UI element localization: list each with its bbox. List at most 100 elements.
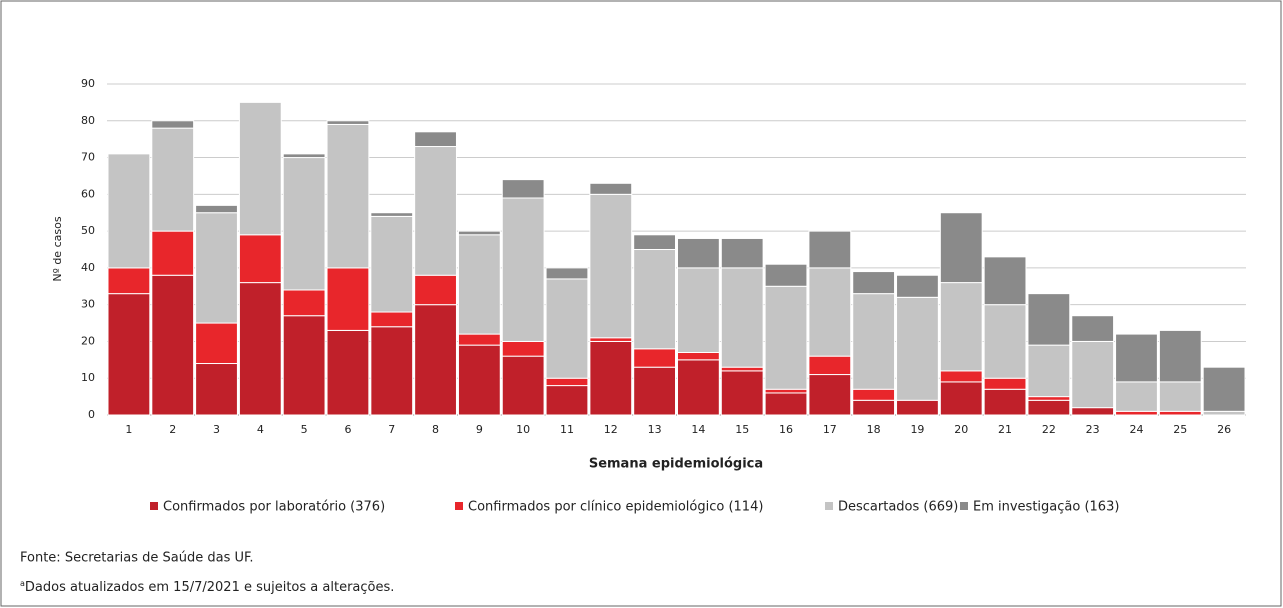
- bar-segment: [370, 311, 414, 328]
- bar-segment: [677, 237, 720, 269]
- bar-segment: [589, 182, 633, 195]
- x-tick-label: 2: [169, 423, 176, 436]
- bar-segment: [633, 234, 677, 251]
- bar-segment: [677, 359, 720, 416]
- bar-segment: [282, 315, 326, 416]
- bar-segment: [501, 179, 545, 199]
- bar-segment: [983, 256, 1027, 306]
- bar-segment: [545, 267, 589, 280]
- bar-segment: [1202, 410, 1246, 416]
- bar-segment: [983, 388, 1027, 416]
- bar-segment: [326, 123, 370, 269]
- bar-segment: [238, 101, 282, 236]
- bar-segment: [764, 263, 808, 287]
- bar-segment: [195, 322, 238, 365]
- y-tick-label: 50: [81, 224, 95, 237]
- bar-segment: [414, 146, 457, 276]
- bar-segment: [852, 388, 896, 401]
- y-tick-label: 20: [81, 334, 95, 347]
- bar-segment: [457, 234, 501, 335]
- bar-segment: [983, 304, 1027, 379]
- bar-segment: [808, 267, 852, 357]
- x-tick-label: 22: [1042, 423, 1056, 436]
- bar-segment: [939, 282, 983, 372]
- legend-swatch: [455, 502, 463, 510]
- x-tick-label: 7: [388, 423, 395, 436]
- x-tick-label: 1: [125, 423, 132, 436]
- x-tick-label: 8: [432, 423, 439, 436]
- x-tick-label: 16: [779, 423, 793, 436]
- bar-segment: [1158, 381, 1202, 412]
- bar-segment: [501, 197, 545, 342]
- bar-segment: [720, 370, 764, 416]
- bar-segment: [983, 377, 1027, 390]
- legend-swatch: [960, 502, 968, 510]
- bar-segment: [501, 340, 545, 357]
- bar-segment: [677, 267, 720, 353]
- bar-segment: [633, 348, 677, 368]
- bar-segment: [720, 237, 764, 269]
- y-tick-label: 60: [81, 187, 95, 200]
- bar-segment: [282, 289, 326, 317]
- x-tick-label: 9: [476, 423, 483, 436]
- bar-segment: [545, 385, 589, 416]
- x-tick-label: 5: [301, 423, 308, 436]
- legend-label: Em investigação (163): [973, 500, 1119, 515]
- x-tick-label: 26: [1217, 423, 1231, 436]
- bar-segment: [457, 230, 501, 236]
- y-tick-label: 90: [81, 77, 95, 90]
- bar-segment: [326, 120, 370, 125]
- x-tick-label: 23: [1086, 423, 1100, 436]
- y-tick-label: 0: [88, 408, 95, 421]
- bar-segment: [1202, 366, 1246, 412]
- bar-segment: [238, 234, 282, 284]
- bar-segment: [545, 278, 589, 379]
- bar-segment: [896, 274, 939, 298]
- bar-segment: [501, 355, 545, 416]
- x-tick-label: 13: [648, 423, 662, 436]
- bar-segment: [238, 282, 282, 416]
- x-tick-label: 3: [213, 423, 220, 436]
- bar-segment: [326, 329, 370, 416]
- y-tick-label: 30: [81, 298, 95, 311]
- bar-segment: [939, 212, 983, 284]
- note: aDados atualizados em 15/7/2021 e sujeit…: [20, 579, 394, 595]
- bar-segment: [720, 366, 764, 372]
- bar-segment: [195, 212, 238, 324]
- y-axis-title: Nº de casos: [51, 216, 64, 281]
- bar-segment: [1071, 407, 1115, 416]
- bar-segment: [1027, 399, 1071, 416]
- bar-segment: [457, 333, 501, 346]
- x-tick-label: 25: [1173, 423, 1187, 436]
- y-tick-label: 80: [81, 114, 95, 127]
- legend-swatch: [150, 502, 158, 510]
- x-tick-label: 12: [604, 423, 618, 436]
- bar-segment: [1027, 344, 1071, 398]
- bar-segment: [1158, 329, 1202, 383]
- bar-segment: [282, 157, 326, 291]
- x-axis-title: Semana epidemiológica: [589, 457, 763, 472]
- note-text: Dados atualizados em 15/7/2021 e sujeito…: [25, 580, 394, 595]
- bar-segment: [370, 212, 414, 217]
- bar-segment: [370, 215, 414, 313]
- bar-segment: [939, 370, 983, 383]
- bar-segment: [414, 274, 457, 306]
- legend-label: Descartados (669): [838, 500, 958, 515]
- bar-segment: [282, 153, 326, 159]
- bar-segment: [1115, 410, 1158, 416]
- x-tick-label: 4: [257, 423, 264, 436]
- bar-segment: [764, 392, 808, 416]
- bar-segment: [1071, 340, 1115, 409]
- bar-segment: [1158, 410, 1202, 416]
- bar-segment: [852, 399, 896, 416]
- x-tick-label: 14: [691, 423, 705, 436]
- bar-segment: [808, 374, 852, 416]
- bar-segment: [852, 293, 896, 390]
- bar-segment: [939, 381, 983, 416]
- bar-segment: [1115, 333, 1158, 383]
- bar-segment: [808, 355, 852, 376]
- bar-segment: [633, 366, 677, 416]
- source: Fonte: Secretarias de Saúde das UF.: [20, 551, 254, 566]
- bar-segment: [896, 296, 939, 401]
